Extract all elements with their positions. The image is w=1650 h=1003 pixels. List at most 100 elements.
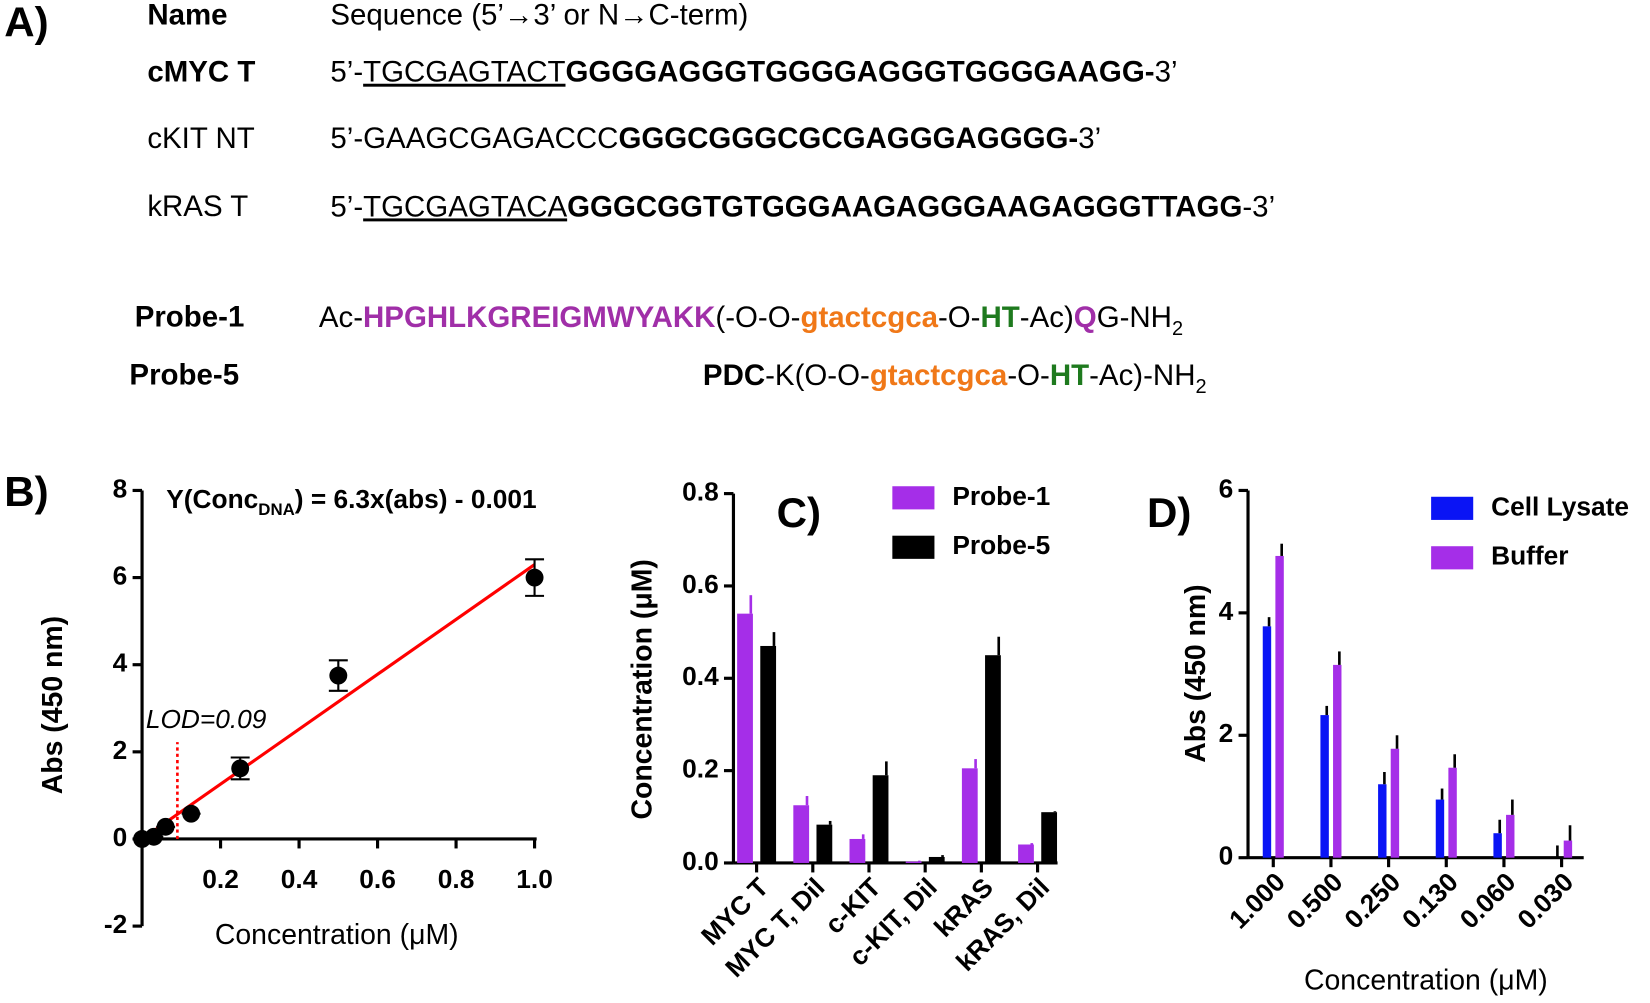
bar bbox=[1448, 767, 1457, 858]
y-tick-label: 0 bbox=[113, 822, 128, 852]
lod-label: LOD=0.09 bbox=[146, 704, 267, 734]
bar bbox=[1435, 799, 1445, 858]
sequence-segment: TGCGAGTACT bbox=[363, 56, 565, 89]
sequence-segment: 2 bbox=[1172, 318, 1183, 340]
point bbox=[156, 817, 175, 836]
sequence-segment: 5’-GAAGCGAGACCC bbox=[330, 122, 618, 155]
sequence-segment: HPGHLKGREIGMWYAKK bbox=[363, 301, 715, 334]
sequence-segment: GGGCGGTGTGGGAAGAGGGAAGAGGGTTAGG bbox=[567, 190, 1242, 223]
bar bbox=[1378, 784, 1387, 858]
x-tick-label: 0.4 bbox=[281, 864, 318, 894]
bar bbox=[1506, 814, 1515, 858]
sequence-name: cMYC T bbox=[147, 56, 255, 89]
x-axis-title: Concentration (μM) bbox=[1304, 964, 1548, 996]
bar bbox=[905, 861, 922, 863]
y-tick-label: 0 bbox=[1219, 841, 1234, 871]
header-sequence: Sequence (5’→3’ or N→C-term) bbox=[330, 0, 748, 32]
y-tick-label: -2 bbox=[104, 909, 127, 939]
bar bbox=[1493, 833, 1502, 858]
y-tick-label: 6 bbox=[113, 561, 128, 591]
header-name: Name bbox=[147, 0, 227, 32]
sequence-segment: 3’ bbox=[1078, 122, 1101, 155]
sequence-name: Probe-1 bbox=[135, 301, 245, 334]
panel-label: A) bbox=[4, 0, 48, 45]
panel-label: D) bbox=[1147, 489, 1191, 536]
bar bbox=[1275, 555, 1284, 858]
sequence-segment: Ac- bbox=[319, 301, 363, 334]
y-tick-label: 4 bbox=[113, 648, 128, 678]
y-tick-label: 2 bbox=[113, 735, 128, 765]
panel-label: C) bbox=[777, 489, 821, 536]
bar bbox=[1320, 715, 1329, 858]
sequence-segment: HT bbox=[981, 301, 1020, 334]
sequence-name: Probe-5 bbox=[129, 359, 239, 392]
bar bbox=[1018, 844, 1034, 863]
y-tick-label: 0.4 bbox=[682, 661, 719, 691]
y-tick-label: 2 bbox=[1219, 718, 1234, 748]
fit-line bbox=[141, 563, 536, 841]
bar bbox=[961, 768, 978, 863]
sequence-segment: G-NH bbox=[1097, 301, 1172, 334]
sequence: 5’-GAAGCGAGACCCGGGCGGGCGCGAGGGAGGGG-3’ bbox=[330, 122, 1101, 155]
y-tick-label: 0.0 bbox=[682, 846, 719, 876]
x-tick-label: 0.060 bbox=[1454, 867, 1522, 935]
legend-label: Probe-5 bbox=[952, 530, 1050, 560]
x-tick-label: 0.500 bbox=[1281, 867, 1349, 935]
equation-part: DNA bbox=[258, 500, 294, 519]
sequence: 5’-TGCGAGTACAGGGCGGTGTGGGAAGAGGGAAGAGGGT… bbox=[330, 190, 1275, 223]
legend-swatch bbox=[1431, 546, 1474, 570]
y-tick-label: 0.6 bbox=[682, 569, 719, 599]
sequence-segment: -K(O-O- bbox=[765, 359, 870, 392]
legend-swatch bbox=[1431, 496, 1474, 520]
x-tick-label: 0.2 bbox=[202, 864, 239, 894]
point bbox=[144, 827, 163, 846]
sequence-segment: -Ac)-NH bbox=[1089, 359, 1195, 392]
bar bbox=[793, 805, 810, 863]
sequence-segment: (-O-O- bbox=[715, 301, 800, 334]
equation: Y(ConcDNA) = 6.3x(abs) - 0.001 bbox=[166, 484, 536, 519]
sequence-segment: -Ac) bbox=[1020, 301, 1074, 334]
bar bbox=[1262, 626, 1272, 858]
x-tick-label: 0.250 bbox=[1338, 867, 1406, 935]
sequence: PDC-K(O-O-gtactcgca-O-HT-Ac)-NH2 bbox=[703, 359, 1207, 399]
sequence-segment: -3’ bbox=[1242, 190, 1275, 223]
equation-part: ) = 6.3x(abs) - 0.001 bbox=[295, 484, 537, 514]
legend-swatch bbox=[892, 535, 935, 559]
legend-label: Buffer bbox=[1491, 541, 1568, 571]
sequence-segment: Q bbox=[1074, 301, 1097, 334]
panel-label: B) bbox=[4, 468, 48, 515]
bar bbox=[1041, 812, 1058, 863]
sequence-segment: 2 bbox=[1195, 376, 1206, 398]
sequence-segment: 5’- bbox=[330, 56, 363, 89]
sequence-segment: -O- bbox=[938, 301, 981, 334]
x-tick-label: 0.030 bbox=[1511, 867, 1579, 935]
point bbox=[329, 666, 348, 685]
equation-part: Y(Conc bbox=[166, 484, 258, 514]
sequence-name: kRAS T bbox=[147, 190, 248, 223]
y-axis-title: Abs (450 nm) bbox=[37, 616, 69, 794]
sequence-name: cKIT NT bbox=[147, 122, 254, 155]
sequence-segment: PDC bbox=[703, 359, 765, 392]
bar bbox=[872, 775, 889, 863]
sequence: 5’-TGCGAGTACTGGGGAGGGTGGGGAGGGTGGGGAAGG-… bbox=[330, 56, 1177, 89]
sequence-segment: HT bbox=[1050, 359, 1089, 392]
sequence-segment: -O- bbox=[1007, 359, 1050, 392]
sequence-segment: TGCGAGTACA bbox=[363, 190, 567, 223]
bar bbox=[1333, 664, 1342, 858]
bar bbox=[849, 838, 866, 863]
point bbox=[182, 804, 201, 823]
x-tick-label: 0.8 bbox=[438, 864, 475, 894]
y-tick-label: 0.8 bbox=[682, 477, 719, 507]
x-tick-label: 0.6 bbox=[359, 864, 396, 894]
legend-label: Probe-1 bbox=[952, 481, 1050, 511]
sequence-segment: gtactcgca bbox=[870, 359, 1008, 392]
x-axis-title: Concentration (μM) bbox=[215, 919, 459, 951]
legend-swatch bbox=[892, 486, 935, 510]
y-tick-label: 6 bbox=[1219, 473, 1234, 503]
sequence-segment: gtactcgca bbox=[800, 301, 938, 334]
x-tick-label: 1.000 bbox=[1223, 867, 1291, 935]
sequence-segment: GGGCGGGCGCGAGGGAGGGG- bbox=[618, 122, 1078, 155]
bar bbox=[760, 645, 777, 863]
sequence: Ac-HPGHLKGREIGMWYAKK(-O-O-gtactcgca-O-HT… bbox=[319, 301, 1183, 341]
